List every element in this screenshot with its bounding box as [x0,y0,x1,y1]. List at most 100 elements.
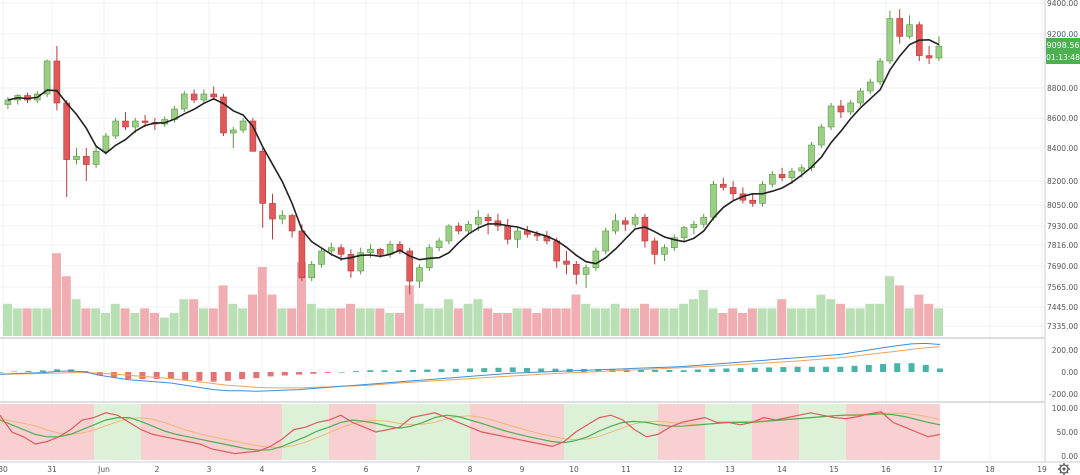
macd-histogram-bar [880,364,887,372]
macd-histogram-bar [196,372,203,381]
volume-bar [42,308,52,336]
stochastic-zone [188,404,235,460]
macd-histogram-bar [310,372,317,374]
candle-body [631,216,639,225]
volume-bar [522,308,532,336]
macd-histogram-bar [182,372,189,380]
macd-histogram-bar [281,372,288,376]
price-axis-label: 9200.00 [1047,30,1078,39]
volume-bar [52,253,61,336]
volume-bar [395,313,404,336]
candle-body [357,252,365,272]
candle-body [53,60,61,104]
macd-histogram-bar [239,372,246,380]
volume-bar [620,308,630,336]
candle-body [435,240,443,248]
volume-bar [169,313,179,336]
volume-bar [934,308,943,336]
macd-histogram-bar [438,369,445,372]
volume-bar [336,308,346,336]
volume-bar [248,294,257,336]
macd-histogram-bar [751,367,758,372]
volume-bar [208,308,218,336]
volume-bar [894,285,904,336]
candle-body [866,81,874,92]
price-axis-label: 7690.00 [1047,262,1078,271]
time-axis[interactable]: 30 31 Jun 2 3 4 5 6 7 8 9 10 11 12 13 14 15 16 17 18 19 [0,465,1047,474]
volume-bar [875,303,885,336]
volume-bar [904,308,914,336]
macd-histogram-bar [780,367,787,372]
candle-body [308,264,316,279]
volume-bar [816,294,826,336]
candle-body [455,225,463,232]
volume-bar [502,313,512,336]
candle-body [190,93,198,101]
macd-axis[interactable]: 200.00 0.00 -200.00 [1049,346,1078,399]
volume-bar [885,276,894,336]
macd-histogram-bar [481,368,488,372]
time-axis-label: 4 [260,465,265,474]
macd-histogram-bar [353,371,360,372]
time-axis-label: 9 [520,465,525,474]
stochastic-axis[interactable]: 100.00 50.00 0.00 [1052,404,1078,461]
macd-histogram-bar [680,370,687,372]
volume-bar [355,308,365,336]
time-axis-label: 3 [207,465,212,474]
volume-bar [512,308,522,336]
stochastic-zone [705,404,752,460]
candle-body [376,249,384,255]
macd-histogram-bar [595,369,602,372]
macd-histogram-bar [637,369,644,372]
macd-axis-label: 200.00 [1052,346,1078,355]
macd-histogram-bar [224,372,231,381]
volume-bar [796,308,806,336]
stochastic-zone [376,404,423,460]
time-axis-label: 7 [416,465,421,474]
macd-histogram-bar [53,369,60,372]
volume-bar [297,262,306,336]
candle-body [680,227,688,238]
macd-histogram-bar [737,368,744,372]
price-axis-label: 8200.00 [1047,177,1078,186]
volume-bar [32,308,42,336]
volume-bar [826,299,836,336]
macd-histogram-bar [523,367,530,372]
stochastic-zone [0,404,47,460]
volume-bar [434,308,444,336]
candle-body [817,126,825,146]
price-axis-label: 8800.00 [1047,84,1078,93]
volume-bar [306,303,316,336]
candle-body [514,230,521,240]
macd-histogram-bar [623,369,630,372]
stochastic-k-line [0,411,941,455]
volume-bar [777,299,787,336]
volume-bar [640,303,649,336]
candlesticks [4,9,943,295]
volume-bar [806,308,816,336]
macd-histogram-bar [210,372,217,382]
price-axis-label: 8050.00 [1047,201,1078,210]
candle-body [73,155,80,160]
candle-body [210,93,217,98]
time-axis-label: 11 [621,465,631,474]
macd-histogram-bar [0,372,3,373]
stochastic-zone [658,404,705,460]
volume-bar [914,294,924,336]
candle-body [690,223,698,228]
macd-histogram-bar [367,370,374,372]
volume-bar [747,308,757,336]
macd-histogram-bar [324,372,331,373]
candle-body [4,99,12,105]
volume-bar [110,303,120,336]
candle-body [416,267,423,282]
candle-body [474,216,482,225]
gear-icon[interactable] [1058,463,1070,475]
macd-axis-label: 0.00 [1061,368,1078,377]
volume-bar [924,303,934,336]
time-axis-label: 19 [1037,465,1047,474]
macd-histogram-bar [410,369,417,372]
volume-bar [689,299,698,336]
volume-bar [551,308,561,336]
